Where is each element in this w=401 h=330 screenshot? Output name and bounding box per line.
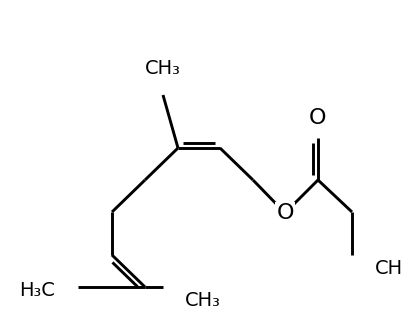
Text: CH₃: CH₃ [375,258,401,278]
Text: H₃C: H₃C [19,280,55,300]
Text: O: O [276,203,294,223]
Text: O: O [309,108,327,128]
Text: CH₃: CH₃ [185,290,221,310]
Text: CH₃: CH₃ [145,59,181,78]
